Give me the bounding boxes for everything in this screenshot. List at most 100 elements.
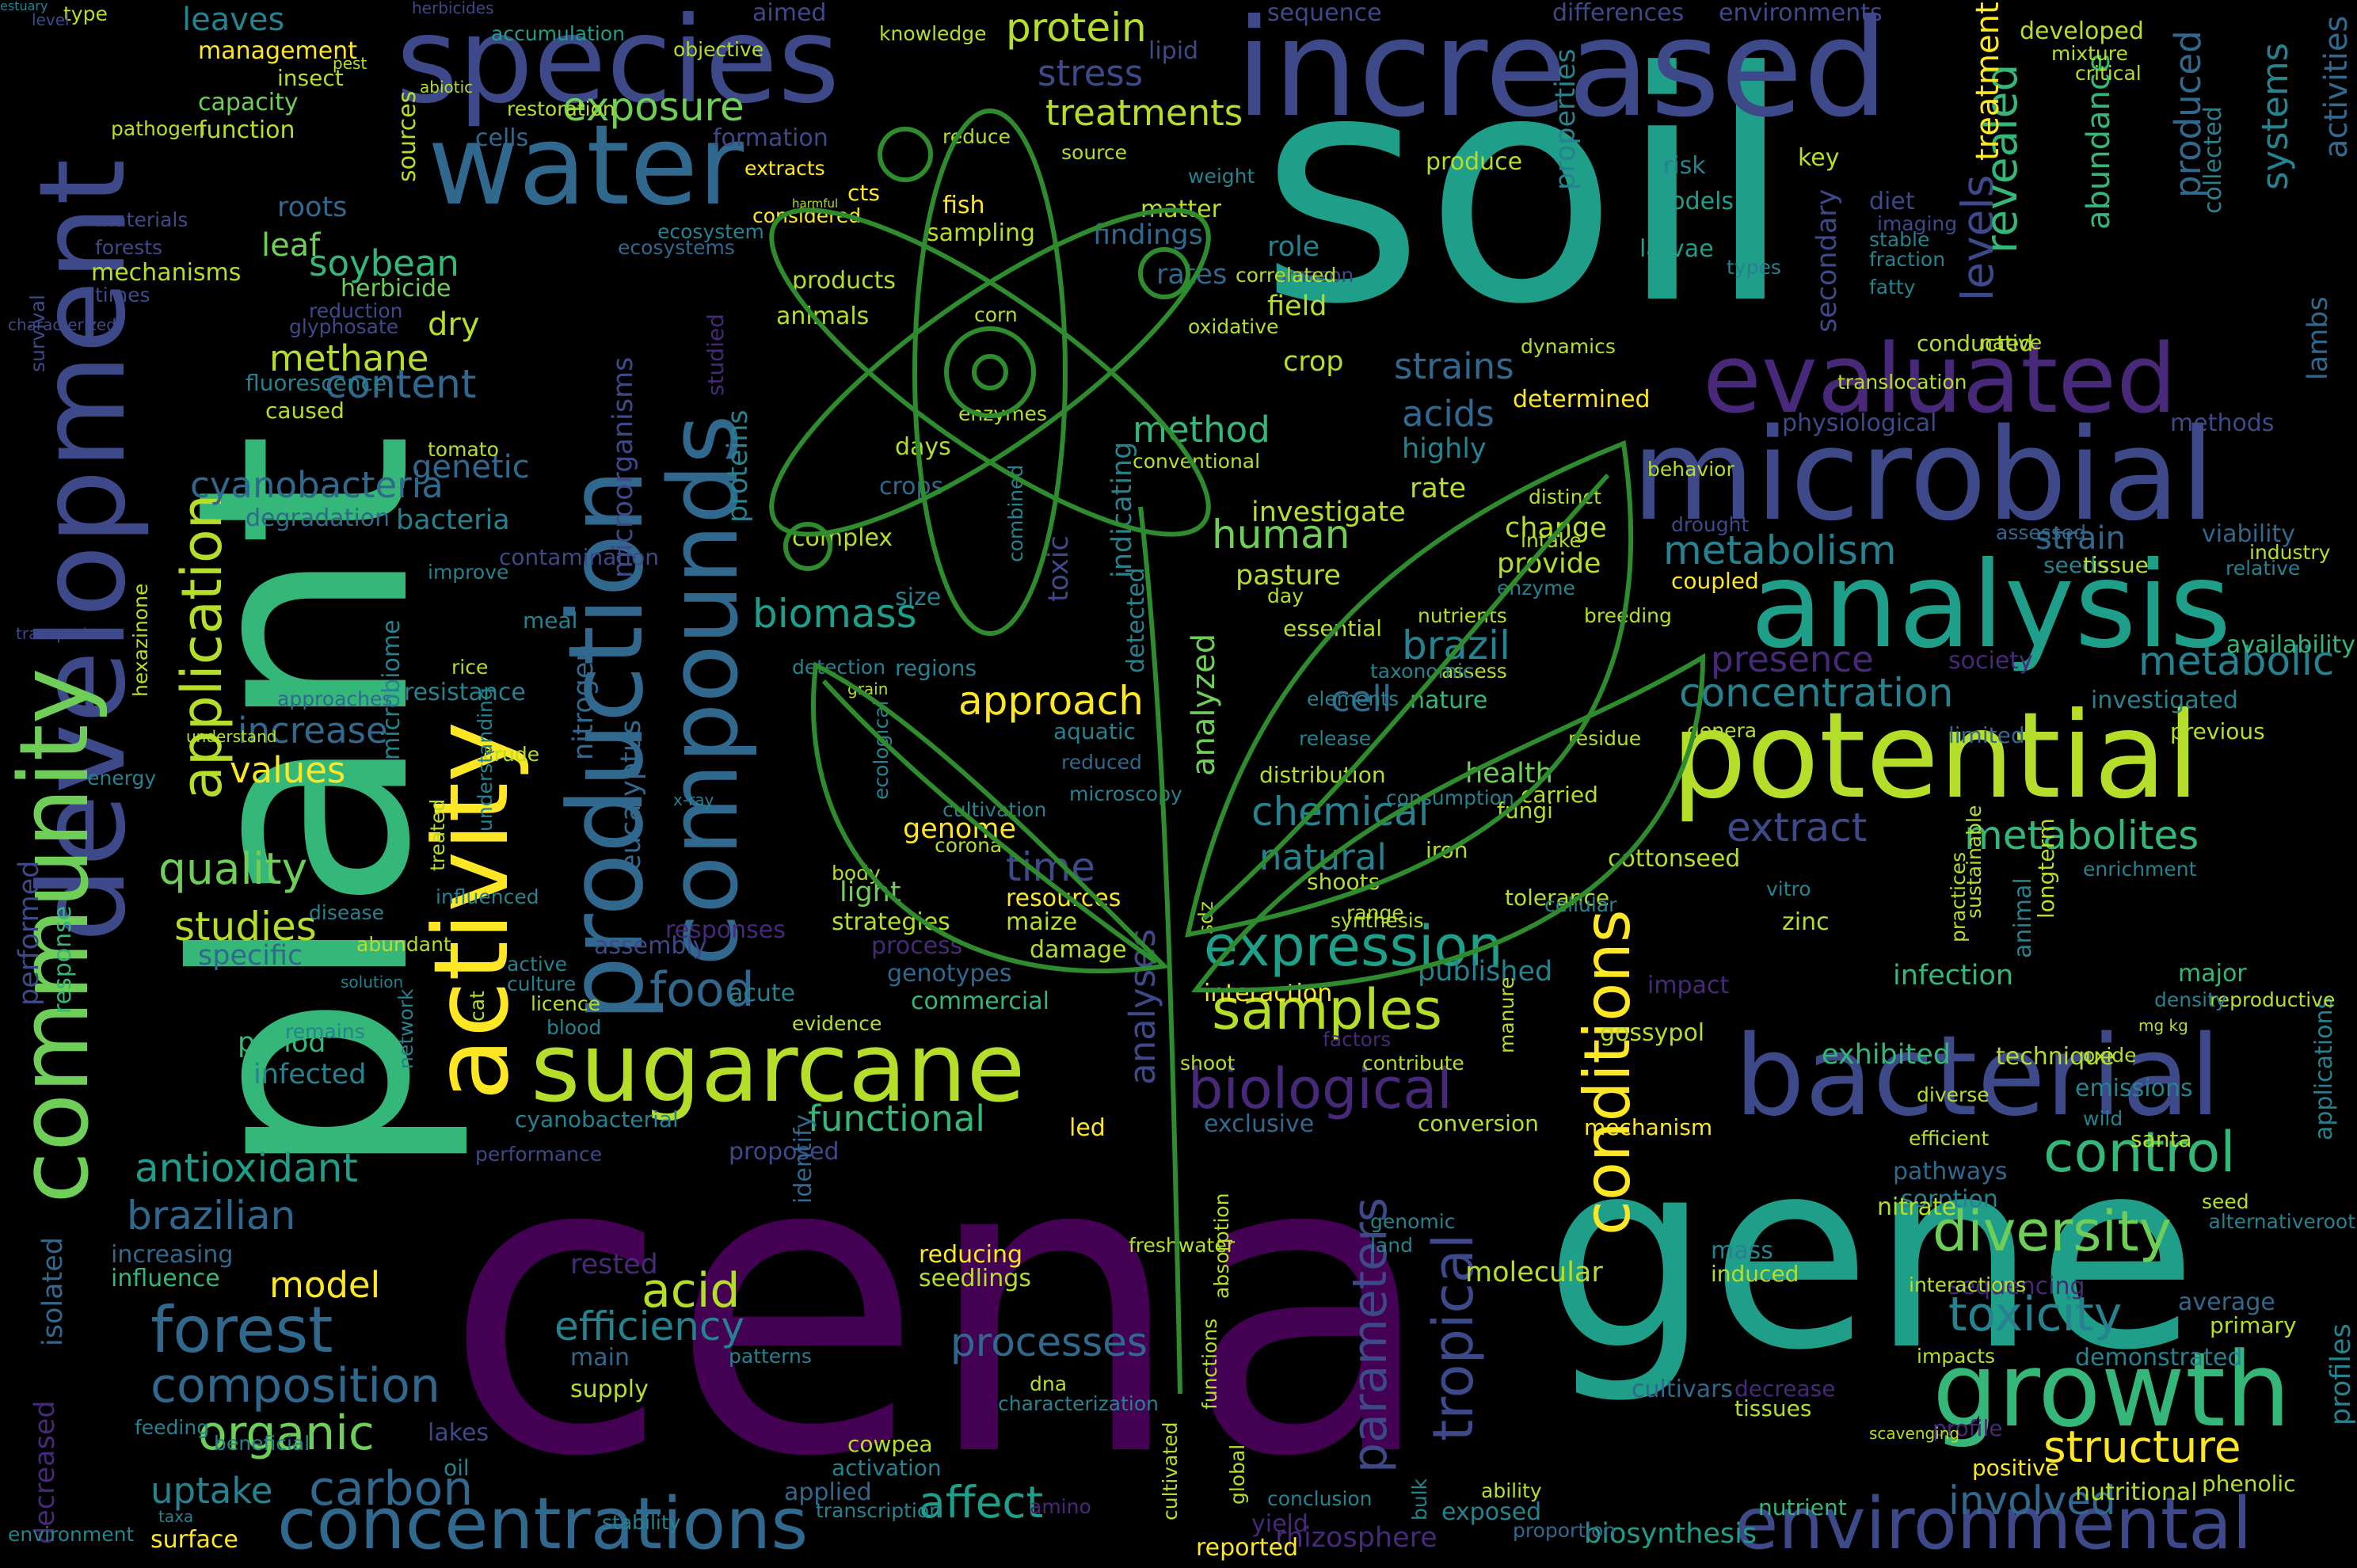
word-blood: blood bbox=[546, 1016, 602, 1039]
word-responses: responses bbox=[665, 916, 786, 944]
word-rice: rice bbox=[451, 656, 489, 679]
word-genetic: genetic bbox=[412, 449, 530, 485]
word-involved: involved bbox=[1948, 1478, 2116, 1524]
word-fish: fish bbox=[942, 192, 985, 219]
word-risk: risk bbox=[1663, 152, 1706, 180]
word-seedlings: seedlings bbox=[919, 1265, 1031, 1292]
word-influenced: influenced bbox=[436, 885, 539, 908]
word-characterized: characterized bbox=[8, 315, 116, 334]
word-key: key bbox=[1798, 144, 1840, 172]
word-pest: pest bbox=[333, 54, 367, 73]
word-feeding: feeding bbox=[135, 1416, 210, 1439]
word-environments: environments bbox=[1719, 0, 1883, 27]
word-emissions: emissions bbox=[2075, 1075, 2193, 1102]
word-active: active bbox=[507, 953, 567, 976]
word-antioxidant: antioxidant bbox=[135, 1145, 359, 1191]
word-biological: biological bbox=[1188, 1056, 1453, 1121]
word-food: food bbox=[649, 962, 755, 1018]
word-release: release bbox=[1299, 727, 1372, 750]
word-evidence: evidence bbox=[792, 1012, 882, 1035]
word-crude: crude bbox=[483, 743, 540, 766]
word-impacts: impacts bbox=[1917, 1345, 1996, 1368]
word-technique: technique bbox=[1996, 1043, 2115, 1071]
word-fraction: fraction bbox=[1869, 248, 1946, 271]
word-fatty: fatty bbox=[1869, 276, 1916, 299]
word-investigated: investigated bbox=[2091, 687, 2238, 714]
word-molecular: molecular bbox=[1465, 1257, 1603, 1288]
word-society: society bbox=[1948, 647, 2033, 675]
word-findings: findings bbox=[1093, 219, 1203, 251]
word-genomic: genomic bbox=[1370, 1210, 1456, 1233]
word-sorption: sorption bbox=[1901, 1186, 1998, 1213]
word-source: source bbox=[1061, 141, 1128, 164]
word-species: species bbox=[396, 0, 840, 130]
word-soybean: soybean bbox=[309, 242, 459, 284]
word-assessed: assessed bbox=[1996, 521, 2087, 544]
word-ecosystems: ecosystems bbox=[618, 236, 735, 259]
word-infected: infected bbox=[253, 1059, 367, 1090]
word-strategies: strategies bbox=[832, 908, 950, 936]
word-management: management bbox=[198, 37, 357, 65]
word-ability: ability bbox=[1481, 1479, 1542, 1502]
word-rhizosphere: rhizosphere bbox=[1275, 1522, 1437, 1554]
word-supply: supply bbox=[570, 1376, 649, 1403]
word-impact: impact bbox=[1647, 972, 1730, 999]
word-uptake: uptake bbox=[150, 1470, 273, 1512]
word-dry: dry bbox=[428, 306, 480, 343]
word-toxicity: toxicity bbox=[1948, 1287, 2123, 1342]
word-transcription: transcription bbox=[816, 1499, 942, 1522]
word-stability: stability bbox=[602, 1511, 681, 1534]
word-industry: industry bbox=[2249, 541, 2331, 564]
word-amazon: amazon bbox=[1275, 264, 1354, 287]
word-cena: cena bbox=[444, 1067, 1437, 1547]
word-conducted: conducted bbox=[1917, 330, 2034, 356]
word-models: models bbox=[1647, 188, 1734, 215]
word-bacterial: bacterial bbox=[1734, 1012, 2221, 1141]
word-diverse: diverse bbox=[1917, 1083, 1990, 1106]
word-presence: presence bbox=[1711, 638, 1874, 680]
word-exposure: exposure bbox=[562, 84, 744, 130]
word-conclusion: conclusion bbox=[1267, 1487, 1373, 1510]
word-accumulation: accumulation bbox=[491, 22, 626, 45]
word-environment: environment bbox=[8, 1523, 135, 1546]
electron-2 bbox=[1138, 247, 1190, 299]
word-x-ray: x-ray bbox=[673, 790, 714, 809]
word-gossypol: gossypol bbox=[1600, 1019, 1705, 1047]
word-proposed: proposed bbox=[729, 1138, 840, 1166]
word-santa: santa bbox=[2130, 1126, 2192, 1152]
word-shoot: shoot bbox=[1180, 1052, 1236, 1075]
word-imaging: imaging bbox=[1877, 212, 1958, 235]
atom-nucleus bbox=[944, 326, 1036, 418]
word-pathogen: pathogen bbox=[111, 117, 206, 140]
word-mechanism: mechanism bbox=[1584, 1114, 1713, 1140]
word-concentrations: concentrations bbox=[277, 1482, 809, 1566]
word-damage: damage bbox=[1030, 936, 1127, 964]
word-wild: wild bbox=[2083, 1107, 2123, 1130]
word-acute: acute bbox=[729, 980, 796, 1007]
word-evaluated: evaluated bbox=[1703, 325, 2177, 435]
word-values: values bbox=[230, 749, 346, 791]
word-native: native bbox=[1980, 331, 2043, 354]
word-disease: disease bbox=[309, 901, 384, 924]
word-analysis: analysis bbox=[1750, 537, 2232, 675]
word-objective: objective bbox=[673, 38, 764, 61]
word-mechanisms: mechanisms bbox=[91, 259, 242, 287]
word-structure: structure bbox=[2043, 1421, 2241, 1472]
word-times: times bbox=[95, 284, 150, 306]
word-patterns: patterns bbox=[729, 1345, 812, 1368]
word-tissues: tissues bbox=[1734, 1395, 1812, 1421]
word-licence: licence bbox=[531, 992, 600, 1015]
word-human: human bbox=[1212, 512, 1350, 558]
word-processes: processes bbox=[950, 1319, 1148, 1365]
word-contamination: contamination bbox=[499, 544, 660, 570]
word-diet: diet bbox=[1869, 188, 1915, 215]
word-genera: genera bbox=[1687, 719, 1757, 742]
word-environmental: environmental bbox=[1734, 1482, 2252, 1566]
word-taxa: taxa bbox=[158, 1507, 194, 1526]
word-cyanobacterial: cyanobacterial bbox=[515, 1106, 679, 1132]
word-capacity: capacity bbox=[198, 89, 299, 116]
word-pasture: pasture bbox=[1236, 560, 1341, 592]
word-genotypes: genotypes bbox=[887, 960, 1012, 988]
word-dna: dna bbox=[1030, 1372, 1068, 1395]
word-lipid: lipid bbox=[1148, 37, 1199, 65]
